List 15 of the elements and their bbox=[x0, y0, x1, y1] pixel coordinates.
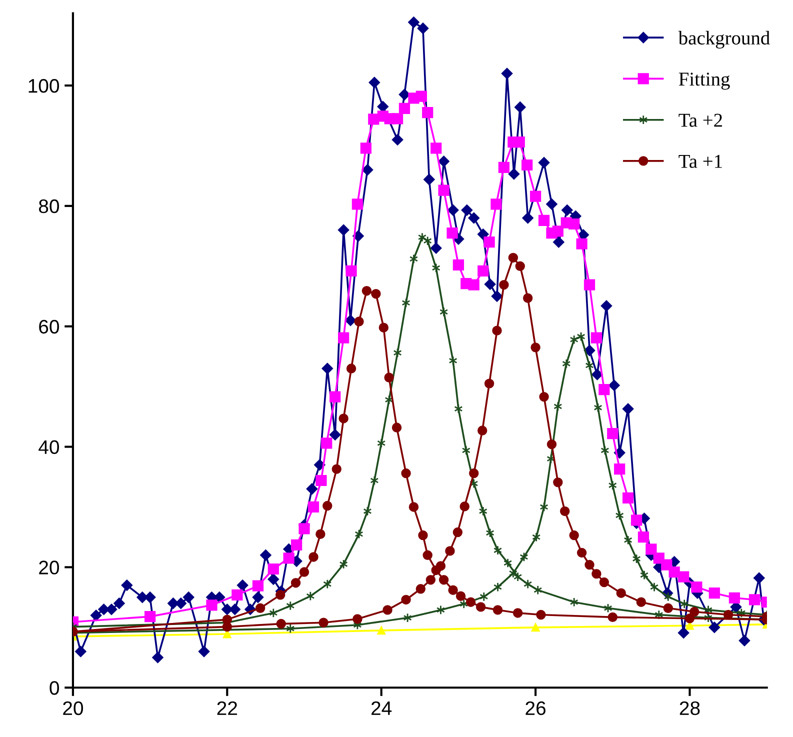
y-tick-label: 0 bbox=[50, 681, 59, 695]
y-tick-label: 40 bbox=[38, 440, 60, 454]
y-tick-label: 60 bbox=[39, 320, 60, 334]
legend-label: Fitting bbox=[678, 72, 730, 90]
x-tick-label: 28 bbox=[680, 701, 700, 716]
x-tick-label: 24 bbox=[372, 701, 392, 715]
x-tick-label: 20 bbox=[63, 701, 84, 716]
y-tick-label: 80 bbox=[38, 199, 60, 214]
y-tick-label: 20 bbox=[39, 560, 60, 574]
x-tick-label: 22 bbox=[217, 701, 237, 715]
y-tick-label: 100 bbox=[28, 78, 60, 93]
legend-label: Ta +2 bbox=[678, 114, 722, 127]
legend-label: Ta +1 bbox=[678, 154, 722, 168]
x-tick-label: 26 bbox=[526, 701, 546, 716]
legend-label: background bbox=[678, 30, 770, 49]
